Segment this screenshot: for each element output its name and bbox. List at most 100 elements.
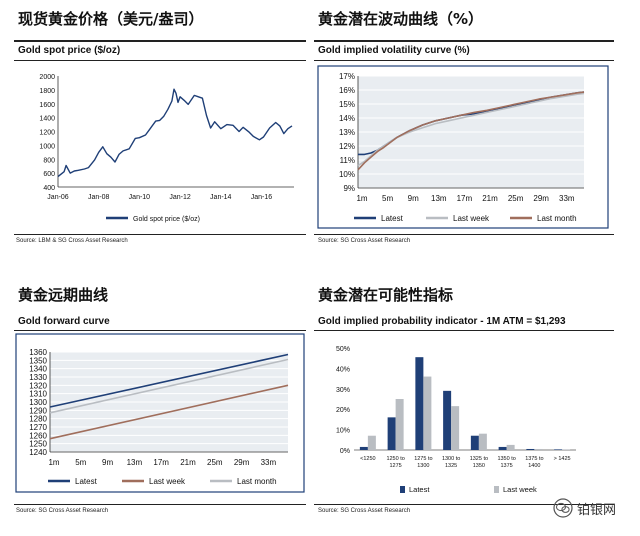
spot-cn-title: 现货黄金价格（美元/盎司） (18, 10, 204, 28)
spot-series-line (57, 88, 293, 178)
prob-x-tick-label: 1350 to 1375 (497, 456, 515, 469)
vol-title-rule (314, 40, 614, 42)
prob-bar (415, 357, 424, 450)
vol-title-underline (314, 60, 614, 61)
spot-x-tick-label: Jan-10 (129, 194, 151, 201)
fwd-y-tick-label: 1350 (29, 356, 47, 365)
prob-bar (526, 448, 535, 450)
prob-y-tick-label: 10% (336, 428, 350, 435)
fwd-x-tick-label: 5m (75, 458, 86, 467)
prob-legend-label: Last week (503, 485, 537, 494)
spot-x-tick-label: Jan-06 (47, 194, 69, 201)
fwd-x-tick-label: 13m (127, 458, 143, 467)
fwd-x-tick-label: 29m (234, 458, 250, 467)
prob-y-tick-label: 30% (336, 387, 350, 394)
fwd-y-tick-label: 1270 (29, 423, 47, 432)
prob-x-tick-label: <1250 (360, 456, 375, 462)
fwd-x-tick-label: 33m (261, 458, 277, 467)
fwd-frame (15, 333, 305, 493)
vol-y-tick-label: 14% (339, 114, 355, 123)
vol-legend-label: Latest (381, 214, 404, 223)
spot-title-underline (14, 60, 306, 61)
vol-series-line (357, 92, 585, 167)
fwd-y-tick-label: 1340 (29, 365, 47, 374)
spot-title-rule (14, 40, 306, 42)
prob-y-tick-label: 40% (336, 366, 350, 373)
prob-bar (478, 433, 487, 450)
fwd-bottom-rule (14, 504, 306, 505)
fwd-legend-label: Last month (237, 477, 277, 486)
prob-x-tick-label: 1325 to 1350 (470, 456, 488, 469)
vol-y-tick-label: 9% (343, 184, 355, 193)
vol-y-tick-label: 12% (339, 142, 355, 151)
spot-legend-label: Gold spot price ($/oz) (133, 216, 200, 223)
watermark-text: 铂银网 (577, 502, 617, 518)
fwd-en-title: Gold forward curve (18, 316, 110, 327)
vol-y-tick-label: 10% (339, 170, 355, 179)
prob-legend-swatch (400, 486, 405, 493)
fwd-y-tick-label: 1250 (29, 440, 47, 449)
vol-en-title: Gold implied volatility curve (%) (318, 45, 470, 56)
vol-frame (317, 65, 609, 229)
fwd-y-tick-label: 1330 (29, 373, 47, 382)
prob-bar (498, 446, 507, 450)
vol-y-tick-label: 16% (339, 86, 355, 95)
spot-en-title: Gold spot price ($/oz) (18, 45, 121, 56)
spot-x-tick-label: Jan-14 (210, 194, 232, 201)
prob-bar (534, 448, 543, 450)
prob-bottom-rule (314, 504, 614, 505)
prob-legend-label: Latest (409, 485, 430, 494)
fwd-y-tick-label: 1320 (29, 381, 47, 390)
vol-x-tick-label: 29m (533, 194, 549, 203)
vol-x-tick-label: 33m (559, 194, 575, 203)
fwd-y-tick-label: 1240 (29, 448, 47, 457)
spot-chart: 2000 1800 1600 1400 1200 1000 800 600 400 Jan-06 J… (39, 74, 294, 223)
fwd-y-tick-label: 1280 (29, 415, 47, 424)
fwd-x-tick-label: 21m (180, 458, 196, 467)
spot-x-tick-label: Jan-08 (88, 194, 110, 201)
prob-x-tick-label: 1375 to 1400 (525, 456, 543, 469)
fwd-y-tick-label: 1360 (29, 348, 47, 357)
prob-bar (554, 449, 563, 450)
spot-source: Source: LBM & SG Cross Asset Research (16, 238, 128, 244)
prob-bar (506, 444, 515, 450)
fwd-x-tick-label: 17m (153, 458, 169, 467)
prob-bar (470, 435, 479, 450)
prob-y-tick-label: 0% (340, 448, 350, 455)
prob-x-tick-label: > 1425 (554, 456, 571, 462)
spot-y-tick-label: 600 (43, 171, 55, 178)
vol-x-tick-label: 9m (408, 194, 419, 203)
vol-x-tick-label: 13m (431, 194, 447, 203)
prob-bar (451, 406, 460, 450)
spot-x-tick-label: Jan-16 (251, 194, 273, 201)
prob-cn-title: 黄金潜在可能性指标 (318, 286, 454, 304)
spot-y-tick-label: 2000 (39, 74, 55, 81)
vol-legend-label: Last week (453, 214, 490, 223)
fwd-x-tick-label: 25m (207, 458, 223, 467)
spot-y-tick-label: 800 (43, 157, 55, 164)
prob-x-tick-label: 1250 to 1275 (386, 456, 404, 469)
spot-y-tick-label: 1200 (39, 130, 55, 137)
vol-series-line (357, 91, 585, 171)
prob-bar (367, 435, 376, 450)
fwd-series-line (49, 353, 289, 408)
prob-bar (395, 399, 404, 450)
prob-legend-swatch (494, 486, 499, 493)
vol-chart: 17% 16% 15% 14% 13% 12% 11% 10% 9%1m 5m 9m 13m 17m 21… (317, 65, 609, 229)
prob-chart: 50% 40% 30% 20% 10% 0% <1250 1250 to 1275 1275 to… (336, 346, 576, 494)
vol-x-tick-label: 1m (356, 194, 367, 203)
vol-y-tick-label: 11% (340, 156, 355, 165)
prob-source: Source: SG Cross Asset Research (318, 508, 411, 514)
fwd-source: Source: SG Cross Asset Research (16, 508, 109, 514)
spot-y-tick-label: 1800 (39, 88, 55, 95)
fwd-legend-label: Last week (149, 477, 186, 486)
vol-y-tick-label: 15% (339, 100, 355, 109)
fwd-y-tick-label: 1260 (29, 431, 47, 440)
prob-bar (443, 390, 452, 450)
vol-source: Source: SG Cross Asset Research (318, 238, 411, 244)
fwd-chart: 1360135013401330132013101300129012801270… (15, 333, 305, 493)
watermark: 铂银网 (553, 498, 616, 518)
fwd-cn-title: 黄金远期曲线 (18, 286, 109, 304)
vol-x-tick-label: 17m (457, 194, 473, 203)
spot-y-tick-label: 400 (43, 185, 55, 192)
